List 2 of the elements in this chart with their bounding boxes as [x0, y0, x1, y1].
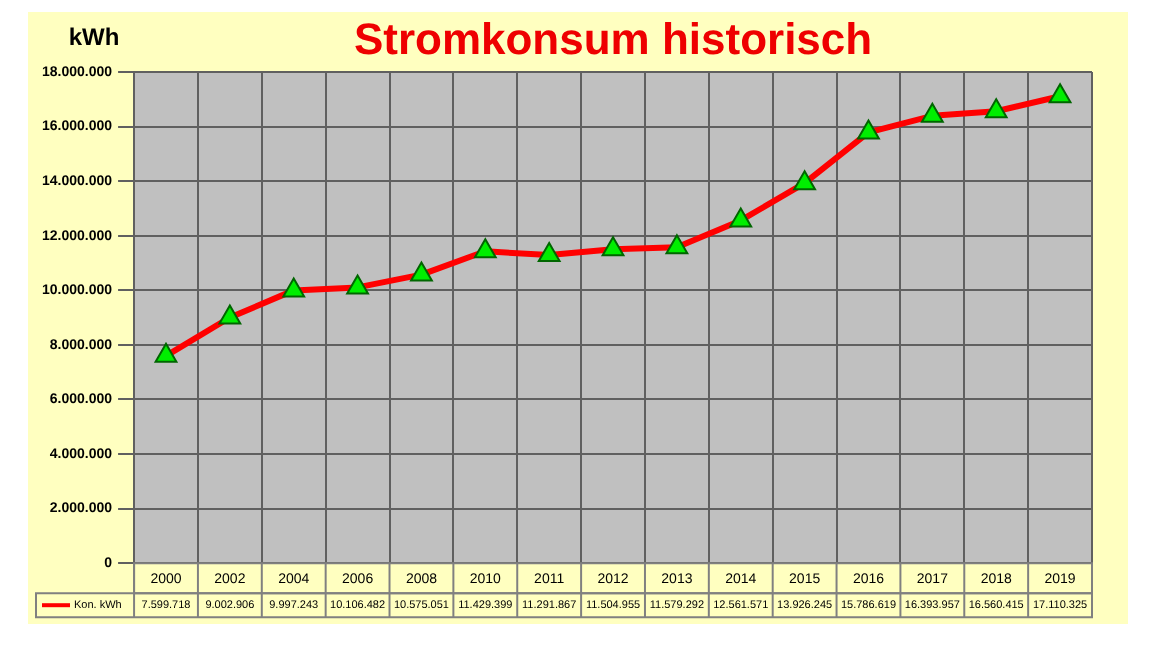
y-axis-title: kWh: [68, 22, 120, 51]
chart-title: Stromkonsum historisch: [353, 14, 873, 65]
